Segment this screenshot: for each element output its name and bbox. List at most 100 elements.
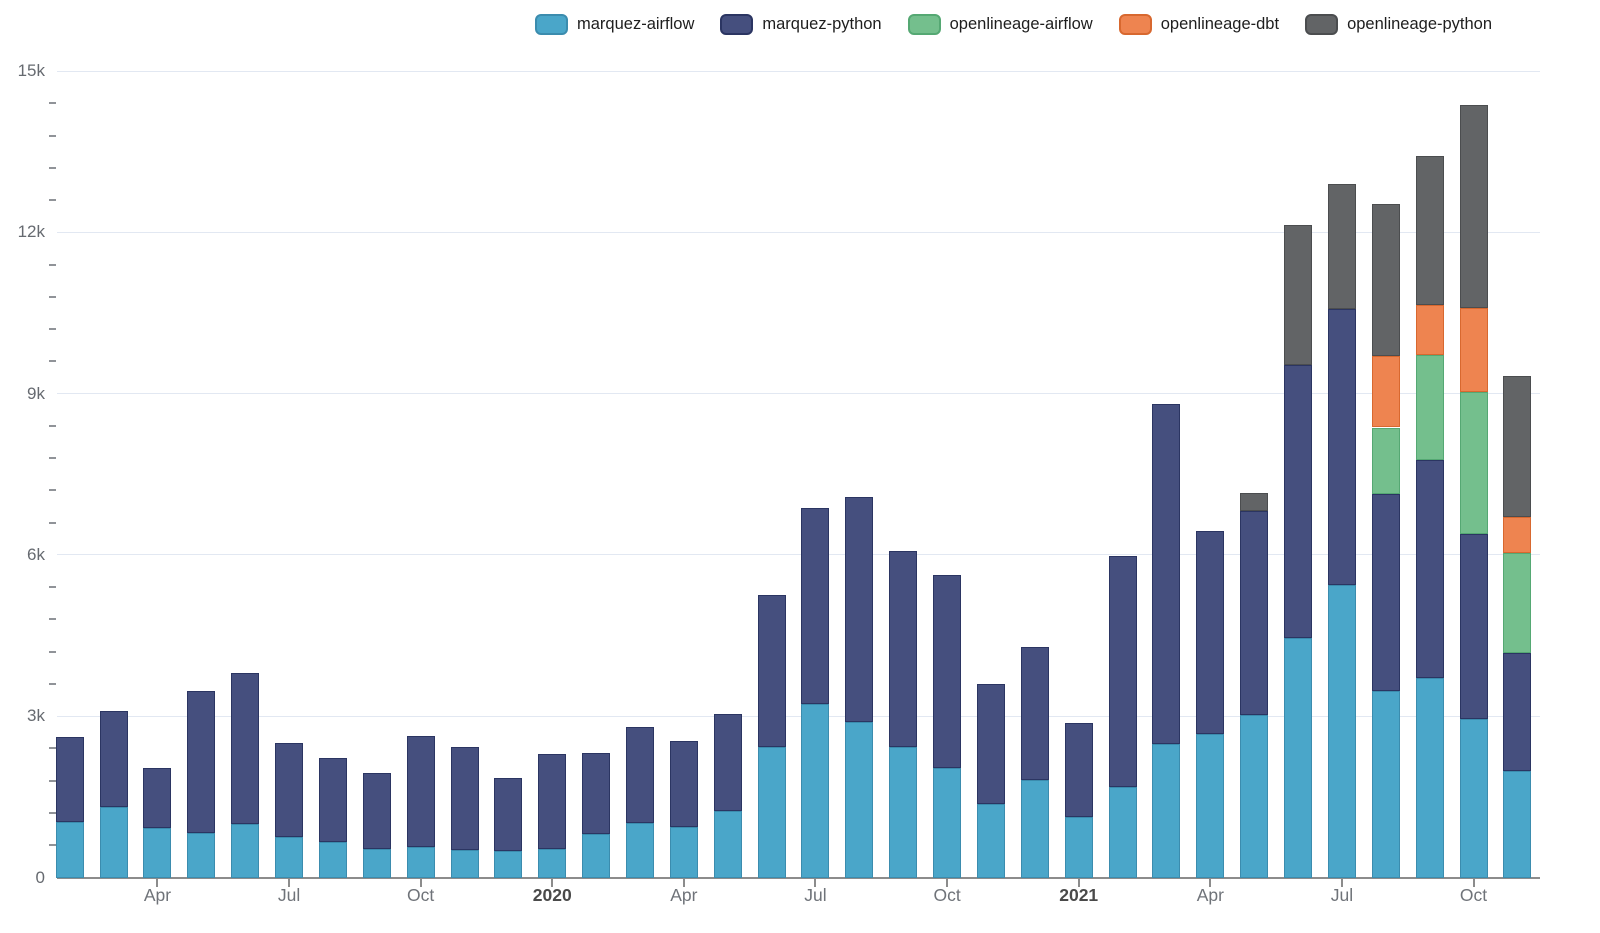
bar-segment-openlineage-python[interactable]: [1284, 225, 1313, 365]
bar-segment-marquez-airflow[interactable]: [933, 767, 962, 878]
bar-segment-marquez-python[interactable]: [275, 742, 304, 838]
bar-segment-marquez-python[interactable]: [669, 740, 698, 828]
bar-feb-2019[interactable]: [55, 71, 84, 878]
bar-segment-marquez-python[interactable]: [318, 758, 347, 843]
bar-segment-marquez-airflow[interactable]: [582, 834, 611, 878]
bar-dec-2019[interactable]: [494, 71, 523, 878]
bar-segment-marquez-python[interactable]: [143, 768, 172, 829]
bar-segment-openlineage-python[interactable]: [1371, 203, 1400, 356]
bar-segment-marquez-airflow[interactable]: [55, 821, 84, 878]
bar-segment-marquez-airflow[interactable]: [362, 849, 391, 878]
bar-mar-2019[interactable]: [99, 71, 128, 878]
bar-segment-marquez-python[interactable]: [1108, 555, 1137, 787]
bar-segment-marquez-python[interactable]: [1152, 404, 1181, 745]
bar-segment-marquez-python[interactable]: [1196, 530, 1225, 735]
bar-dec-2020[interactable]: [1020, 71, 1049, 878]
bar-segment-marquez-python[interactable]: [845, 496, 874, 723]
bar-feb-2020[interactable]: [582, 71, 611, 878]
bar-segment-openlineage-airflow[interactable]: [1503, 553, 1532, 653]
bar-segment-marquez-python[interactable]: [626, 726, 654, 824]
bar-segment-marquez-airflow[interactable]: [1503, 770, 1532, 878]
bar-segment-marquez-airflow[interactable]: [889, 747, 918, 878]
bar-segment-marquez-airflow[interactable]: [450, 850, 479, 878]
bar-oct-2020[interactable]: [933, 71, 962, 878]
bar-aug-2019[interactable]: [318, 71, 347, 878]
bar-segment-openlineage-python[interactable]: [1327, 183, 1356, 309]
legend-item-marquez-python[interactable]: marquez-python: [720, 13, 882, 35]
bar-feb-2021[interactable]: [1108, 71, 1137, 878]
bar-segment-openlineage-python[interactable]: [1415, 156, 1444, 306]
bar-nov-2021[interactable]: [1503, 71, 1532, 878]
bar-segment-marquez-python[interactable]: [1020, 647, 1049, 780]
bar-segment-marquez-python[interactable]: [1064, 722, 1093, 818]
bar-segment-marquez-airflow[interactable]: [494, 850, 523, 878]
bar-segment-marquez-python[interactable]: [582, 752, 611, 835]
bar-segment-marquez-airflow[interactable]: [275, 837, 304, 878]
bar-segment-openlineage-airflow[interactable]: [1459, 392, 1488, 534]
bar-sep-2020[interactable]: [889, 71, 918, 878]
bar-segment-marquez-airflow[interactable]: [1284, 638, 1313, 878]
legend-item-openlineage-python[interactable]: openlineage-python: [1305, 13, 1492, 35]
bar-segment-marquez-python[interactable]: [1415, 460, 1444, 678]
bar-segment-marquez-python[interactable]: [406, 736, 435, 847]
bar-segment-openlineage-python[interactable]: [1240, 492, 1269, 511]
bar-segment-marquez-airflow[interactable]: [669, 827, 698, 878]
bar-segment-marquez-python[interactable]: [538, 753, 567, 849]
bar-jan-2020[interactable]: [538, 71, 567, 878]
bar-aug-2021[interactable]: [1371, 71, 1400, 878]
bar-segment-marquez-airflow[interactable]: [713, 811, 742, 878]
bar-segment-marquez-airflow[interactable]: [1152, 744, 1181, 878]
bar-segment-openlineage-dbt[interactable]: [1415, 305, 1444, 356]
bar-apr-2020[interactable]: [669, 71, 698, 878]
bar-segment-marquez-airflow[interactable]: [1064, 817, 1093, 878]
bar-segment-marquez-python[interactable]: [976, 683, 1005, 804]
legend-item-openlineage-airflow[interactable]: openlineage-airflow: [907, 13, 1093, 35]
bar-jun-2020[interactable]: [757, 71, 786, 878]
bar-segment-marquez-airflow[interactable]: [757, 747, 786, 878]
bar-segment-marquez-airflow[interactable]: [406, 846, 435, 878]
bar-segment-openlineage-python[interactable]: [1503, 376, 1532, 517]
bar-segment-marquez-python[interactable]: [713, 714, 742, 812]
bar-segment-openlineage-dbt[interactable]: [1459, 308, 1488, 392]
bar-segment-marquez-airflow[interactable]: [143, 828, 172, 878]
bar-segment-marquez-python[interactable]: [450, 747, 479, 851]
bar-apr-2019[interactable]: [143, 71, 172, 878]
bar-segment-marquez-python[interactable]: [1459, 533, 1488, 720]
bar-segment-marquez-airflow[interactable]: [318, 842, 347, 878]
bar-oct-2019[interactable]: [406, 71, 435, 878]
bar-segment-marquez-airflow[interactable]: [801, 703, 830, 878]
bar-segment-marquez-python[interactable]: [1240, 510, 1269, 716]
bar-jun-2021[interactable]: [1284, 71, 1313, 878]
bar-apr-2021[interactable]: [1196, 71, 1225, 878]
legend-item-marquez-airflow[interactable]: marquez-airflow: [535, 13, 694, 35]
bar-mar-2020[interactable]: [626, 71, 654, 878]
bar-nov-2020[interactable]: [976, 71, 1005, 878]
bar-segment-marquez-airflow[interactable]: [187, 832, 216, 878]
bar-segment-marquez-python[interactable]: [1371, 494, 1400, 691]
bar-jun-2019[interactable]: [231, 71, 260, 878]
bar-segment-marquez-airflow[interactable]: [1240, 715, 1269, 878]
bar-segment-marquez-airflow[interactable]: [1020, 779, 1049, 878]
bar-segment-marquez-airflow[interactable]: [1108, 786, 1137, 878]
bar-segment-marquez-airflow[interactable]: [976, 803, 1005, 878]
bar-nov-2019[interactable]: [450, 71, 479, 878]
bar-mar-2021[interactable]: [1152, 71, 1181, 878]
bar-segment-marquez-python[interactable]: [801, 507, 830, 704]
legend-item-openlineage-dbt[interactable]: openlineage-dbt: [1118, 13, 1279, 35]
bar-segment-marquez-python[interactable]: [99, 710, 128, 808]
bar-segment-marquez-airflow[interactable]: [538, 848, 567, 878]
bar-segment-marquez-airflow[interactable]: [845, 722, 874, 878]
bar-segment-marquez-python[interactable]: [889, 550, 918, 748]
bar-jul-2020[interactable]: [801, 71, 830, 878]
bar-segment-openlineage-python[interactable]: [1459, 105, 1488, 309]
bar-segment-openlineage-dbt[interactable]: [1371, 355, 1400, 428]
bar-segment-marquez-python[interactable]: [1503, 652, 1532, 771]
bar-segment-marquez-python[interactable]: [757, 595, 786, 748]
bar-jul-2021[interactable]: [1327, 71, 1356, 878]
bar-segment-openlineage-dbt[interactable]: [1503, 516, 1532, 554]
bar-aug-2020[interactable]: [845, 71, 874, 878]
bar-segment-marquez-python[interactable]: [1327, 308, 1356, 586]
bar-segment-marquez-airflow[interactable]: [1459, 719, 1488, 878]
bar-may-2020[interactable]: [713, 71, 742, 878]
bar-segment-marquez-python[interactable]: [494, 778, 523, 851]
